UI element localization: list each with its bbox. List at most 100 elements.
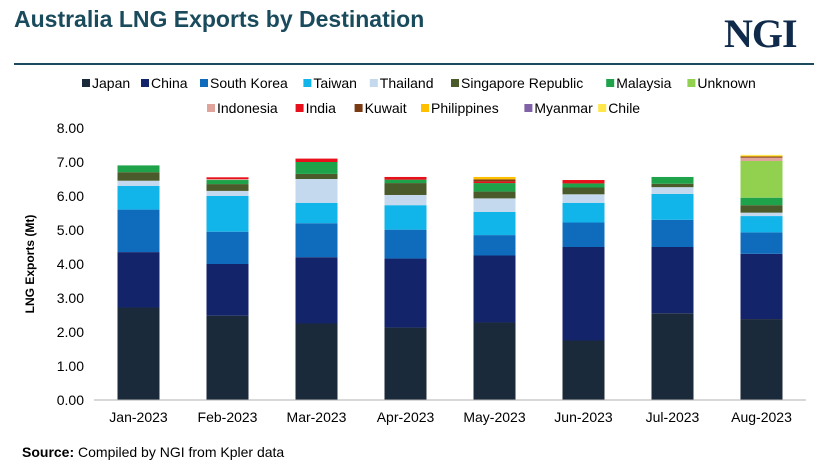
bar-segment-singapore-republic: [473, 191, 516, 199]
bar-segment-kuwait: [473, 179, 516, 182]
bar-segment-singapore-republic: [117, 172, 160, 181]
x-tick-label: Jan-2023: [109, 409, 168, 425]
y-tick-label: 4.00: [57, 256, 84, 272]
legend-label: Singapore Republic: [461, 75, 583, 91]
legend-item-thailand: Thailand: [369, 75, 434, 91]
bar-segment-philippines: [740, 155, 783, 157]
legend-label: Japan: [92, 75, 130, 91]
bar-segment-indonesia: [206, 179, 249, 181]
bar-segment-south-korea: [740, 232, 783, 254]
title-divider: [14, 63, 814, 65]
legend-item-japan: Japan: [82, 75, 130, 91]
legend-label: Indonesia: [217, 100, 278, 116]
x-tick-label: Apr-2023: [377, 409, 435, 425]
bar-segment-taiwan: [384, 205, 427, 230]
x-tick-label: Jul-2023: [646, 409, 700, 425]
legend-swatch: [524, 104, 533, 112]
legend-item-taiwan: Taiwan: [303, 75, 357, 91]
chart-title: Australia LNG Exports by Destination: [14, 6, 425, 32]
bar-segment-thailand: [562, 194, 605, 203]
source-label: Source:: [22, 444, 75, 460]
legend-label: South Korea: [210, 75, 288, 91]
bar-segment-taiwan: [651, 193, 694, 220]
bar-area: [117, 154, 783, 400]
bar-segment-china: [117, 252, 160, 308]
bar-segment-malaysia: [117, 165, 160, 173]
bar-segment-singapore-republic: [651, 183, 694, 188]
bar-segment-south-korea: [206, 231, 249, 264]
bar-segment-malaysia: [473, 183, 516, 192]
bar-segment-south-korea: [384, 229, 427, 259]
legend-item-south-korea: South Korea: [200, 75, 288, 91]
bar-segment-japan: [473, 322, 516, 400]
legend-swatch: [421, 104, 429, 112]
bar-segment-china: [651, 247, 694, 314]
legend-label: India: [306, 100, 337, 116]
chart-legend: Japan China South Korea Taiwan Thailand Singa…: [82, 75, 756, 116]
legend-item-malaysia: Malaysia: [606, 75, 672, 91]
x-axis: Jan-2023 Feb-2023 Mar-2023 Apr-2023 May-2023…: [94, 399, 806, 425]
legend-label: China: [151, 75, 188, 91]
y-tick-label: 3.00: [57, 290, 84, 306]
bar-segment-philippines: [473, 176, 516, 180]
y-axis: 0.00 1.00 2.00 3.00 4.00 5.00 6.00 7.00 8.00: [57, 120, 84, 408]
legend-item-indonesia: Indonesia: [207, 100, 278, 116]
bar-segment-unknown: [740, 160, 783, 198]
bar-segment-kuwait: [740, 156, 783, 158]
legend-swatch: [369, 79, 378, 87]
bar-segment-south-korea: [562, 222, 605, 247]
legend-swatch: [200, 79, 208, 87]
y-axis-label: LNG Exports (Mt): [23, 215, 37, 314]
bar-segment-taiwan: [473, 211, 516, 236]
bar-segment-india: [295, 158, 338, 162]
bar-segment-thailand: [740, 212, 783, 217]
legend-swatch: [451, 79, 459, 87]
y-tick-label: 5.00: [57, 222, 84, 238]
legend-label: Myanmar: [534, 100, 593, 116]
legend-label: Unknown: [697, 75, 755, 91]
legend-label: Taiwan: [313, 75, 357, 91]
bar-segment-south-korea: [473, 235, 516, 256]
legend-label: Thailand: [380, 75, 434, 91]
bar-segment-thailand: [651, 187, 694, 194]
bar-segment-china: [562, 247, 605, 341]
bar-segment-china: [384, 258, 427, 328]
legend-swatch: [303, 79, 312, 87]
bar-segment-thailand: [117, 180, 160, 186]
source-text: Compiled by NGI from Kpler data: [74, 444, 285, 460]
bar-segment-china: [740, 253, 783, 320]
bar-segment-malaysia: [206, 180, 249, 185]
bar-segment-india: [384, 176, 427, 180]
ngi-logo: NGI: [724, 11, 798, 56]
source-note: Source: Compiled by NGI from Kpler data: [22, 444, 284, 460]
bar-segment-japan: [295, 323, 338, 400]
y-tick-label: 1.00: [57, 358, 84, 374]
bar-segment-indonesia: [740, 157, 783, 161]
bar-segment-taiwan: [206, 196, 249, 232]
stacked-bar-chart: Japan China South Korea Taiwan Thailand Singa…: [23, 75, 806, 425]
legend-item-philippines: Philippines: [421, 100, 499, 116]
bar-segment-thailand: [473, 198, 516, 212]
bar-segment-china: [473, 255, 516, 323]
bar-segment-singapore-republic: [206, 184, 249, 191]
legend-item-singapore-republic: Singapore Republic: [451, 75, 583, 91]
bar-segment-thailand: [206, 190, 249, 196]
bar-segment-malaysia: [295, 162, 338, 174]
bar-segment-singapore-republic: [295, 173, 338, 179]
bar-segment-singapore-republic: [562, 187, 605, 195]
legend-item-india: India: [295, 100, 337, 116]
legend-label: Kuwait: [365, 100, 407, 116]
y-tick-label: 6.00: [57, 188, 84, 204]
bar-segment-india: [473, 181, 516, 184]
bar-segment-japan: [206, 315, 249, 400]
legend-item-myanmar: Myanmar: [524, 100, 593, 116]
bar-segment-taiwan: [740, 216, 783, 233]
bar-segment-china: [295, 257, 338, 324]
bar-segment-taiwan: [562, 202, 605, 223]
x-tick-label: May-2023: [463, 409, 525, 425]
legend-label: Philippines: [431, 100, 499, 116]
legend-item-chile: Chile: [598, 100, 640, 116]
bar-segment-singapore-republic: [740, 205, 783, 213]
legend-swatch: [82, 79, 90, 87]
x-tick-label: Feb-2023: [198, 409, 258, 425]
